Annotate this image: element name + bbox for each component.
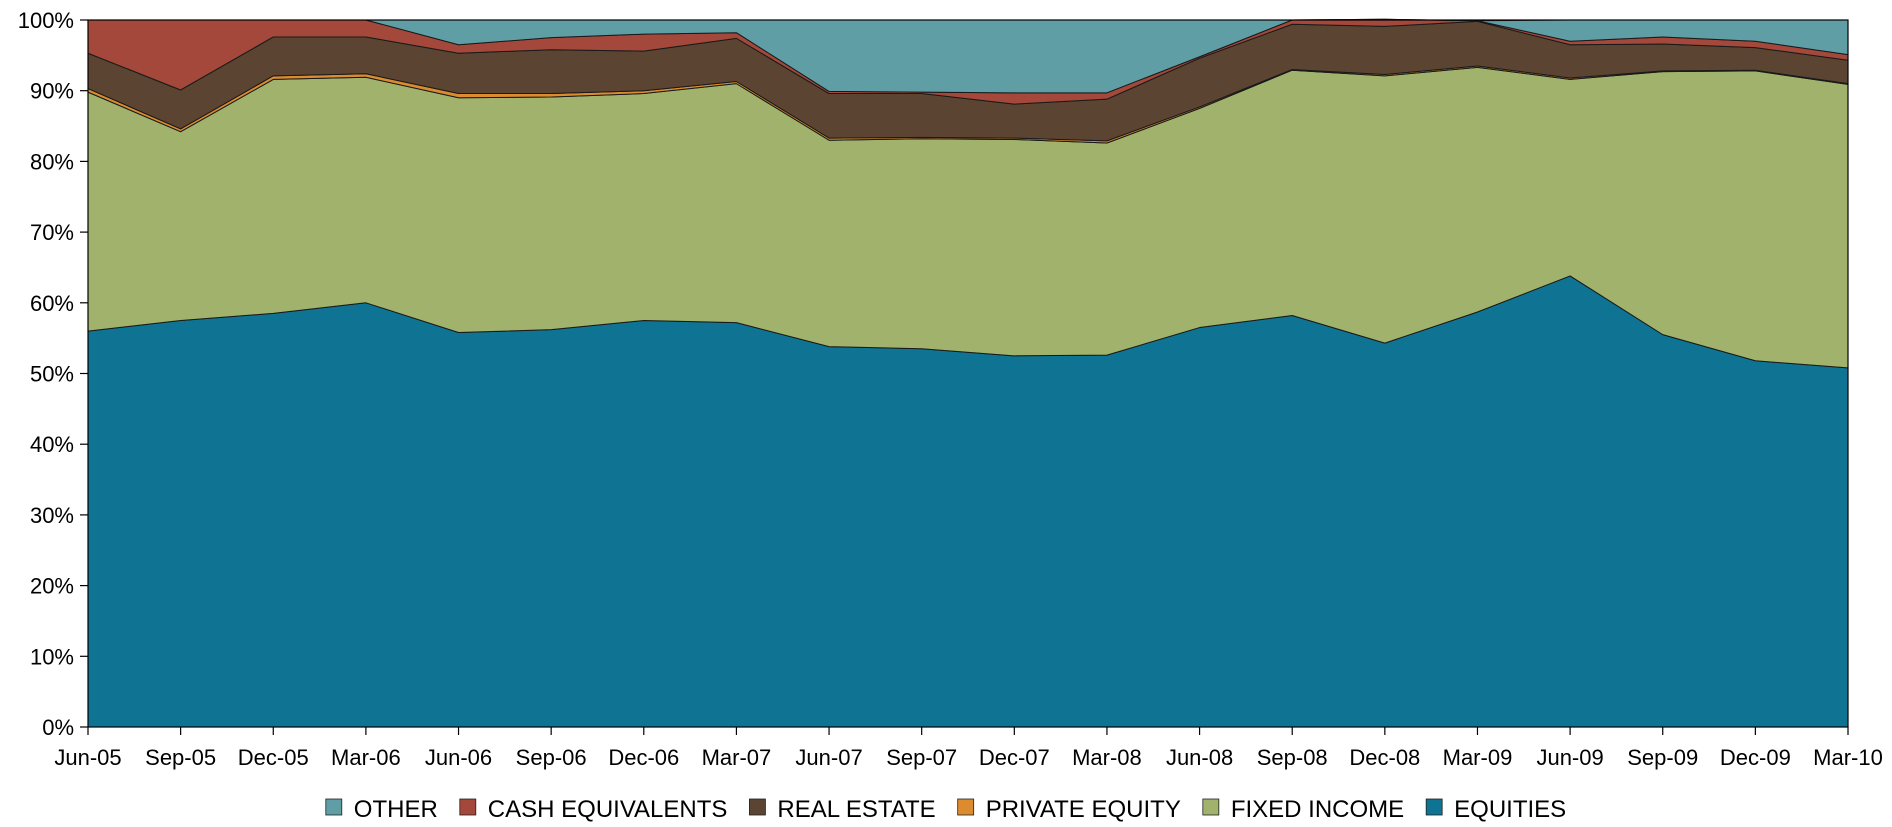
x-tick-label: Jun-06 [425, 745, 492, 770]
x-tick-label: Mar-08 [1072, 745, 1142, 770]
legend-label-private-equity: PRIVATE EQUITY [986, 796, 1181, 822]
legend-label-fixed-income: FIXED INCOME [1231, 796, 1404, 822]
y-tick-label: 10% [30, 644, 74, 669]
area-layers [87, 18, 1849, 728]
x-axis: Jun-05 Sep-05 Dec-05 Mar-06 Jun-06 Sep-06 Dec-… [54, 727, 1883, 770]
x-tick-label: Sep-05 [145, 745, 216, 770]
y-tick-label: 50% [30, 362, 74, 387]
x-tick-label: Dec-05 [238, 745, 309, 770]
x-tick-label: Sep-09 [1627, 745, 1698, 770]
y-tick-label: 70% [30, 220, 74, 245]
x-tick-label: Dec-08 [1349, 745, 1420, 770]
x-tick-label: Jun-09 [1536, 745, 1603, 770]
y-tick-label: 30% [30, 503, 74, 528]
x-tick-label: Dec-07 [979, 745, 1050, 770]
legend-swatch-cash-equivalents [459, 798, 477, 816]
y-tick-label: 40% [30, 432, 74, 457]
y-tick-label: 0% [42, 715, 74, 740]
legend-swatch-private-equity [957, 798, 975, 816]
x-tick-label: Sep-06 [516, 745, 587, 770]
y-tick-label: 60% [30, 291, 74, 316]
legend-swatch-equities [1425, 798, 1443, 816]
x-tick-label: Dec-06 [608, 745, 679, 770]
legend-label-real-estate: REAL ESTATE [777, 796, 935, 822]
legend-swatch-real-estate [749, 798, 766, 816]
legend-label-cash-equivalents: CASH EQUIVALENTS [488, 796, 728, 822]
y-tick-label: 100% [18, 8, 74, 33]
x-tick-label: Mar-07 [702, 745, 772, 770]
x-tick-label: Mar-09 [1443, 745, 1513, 770]
y-axis: 0% 10% 20% 30% 40% 50% 60% 70% 80% 90% 100% [18, 8, 88, 740]
x-tick-label: Jun-08 [1166, 745, 1233, 770]
legend-swatch-fixed-income [1202, 798, 1220, 816]
x-tick-label: Dec-09 [1720, 745, 1791, 770]
y-tick-label: 80% [30, 149, 74, 174]
y-tick-label: 20% [30, 574, 74, 599]
legend-swatch-other [325, 798, 343, 816]
legend-label-equities: EQUITIES [1454, 796, 1566, 822]
y-tick-label: 90% [30, 79, 74, 104]
x-tick-label: Sep-07 [886, 745, 957, 770]
x-tick-label: Mar-06 [331, 745, 401, 770]
x-tick-label: Jun-05 [54, 745, 121, 770]
legend-label-other: OTHER [354, 796, 438, 822]
legend: OTHER CASH EQUIVALENTS REAL ESTATE PRIVATE … [325, 796, 1566, 823]
x-tick-label: Sep-08 [1257, 745, 1328, 770]
x-tick-label: Mar-10 [1813, 745, 1883, 770]
x-tick-label: Jun-07 [795, 745, 862, 770]
